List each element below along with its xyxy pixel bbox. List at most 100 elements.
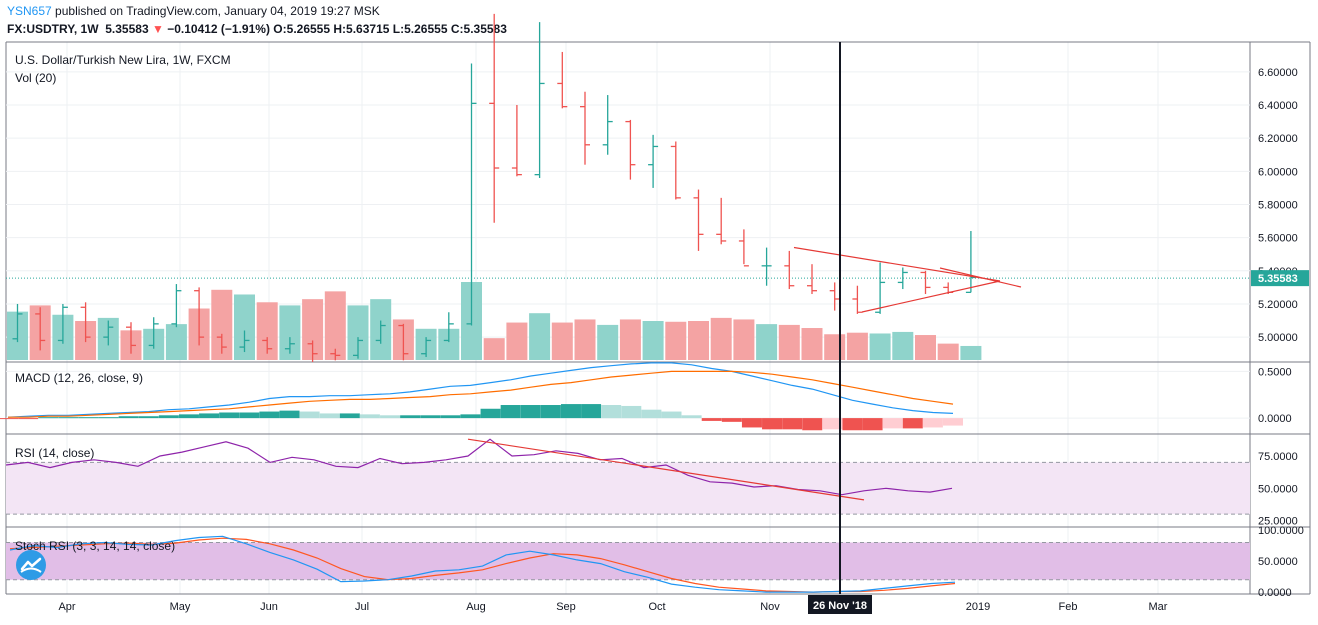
volume-bar xyxy=(733,319,755,360)
volume-bar xyxy=(869,333,891,360)
volume-bar xyxy=(279,305,301,360)
close-label: C: xyxy=(450,22,464,36)
time-tick: 2019 xyxy=(966,601,990,613)
time-tick: Jul xyxy=(355,601,369,613)
macd-histogram-bar xyxy=(621,405,642,419)
macd-histogram-bar xyxy=(500,405,521,419)
ohlc-bar xyxy=(330,348,341,361)
time-axis: Apr May Jun Jul Aug Sep Oct Nov 2019 Feb Mar xyxy=(58,601,1167,613)
time-tick: Jun xyxy=(260,601,278,613)
macd-histogram-bar xyxy=(581,404,602,419)
open-label: O: xyxy=(273,22,287,36)
volume-bar xyxy=(688,321,709,360)
ohlc-bar xyxy=(920,270,931,295)
last-price-tag-label: 5.35583 xyxy=(1258,273,1298,285)
macd-histogram-bar xyxy=(741,418,762,428)
time-tick: Nov xyxy=(760,601,780,613)
ohlc-bar xyxy=(534,22,545,178)
tradingview-logo-icon[interactable] xyxy=(16,550,46,580)
price-tick: 5.00000 xyxy=(1258,332,1298,344)
ohlc-bar xyxy=(353,337,363,359)
ohlc-bar xyxy=(216,333,227,354)
time-tick: Sep xyxy=(556,601,576,613)
macd-histogram-bar xyxy=(540,405,561,419)
candle-series xyxy=(12,13,976,362)
time-tick: May xyxy=(170,601,191,613)
stoch-tick: 50.0000 xyxy=(1258,556,1298,568)
triangle-lower-line xyxy=(861,280,1001,313)
last-price: 5.35583 xyxy=(105,22,149,36)
volume-bar xyxy=(619,319,641,360)
author-link[interactable]: YSN657 xyxy=(7,4,52,18)
ohlc-bar xyxy=(103,320,114,346)
open-value: 5.26555 xyxy=(286,22,331,36)
macd-histogram-bar xyxy=(721,418,742,422)
rsi-pane: 75.0000 50.0000 25.0000 RSI (14, close) xyxy=(5,438,1298,528)
volume-bar xyxy=(551,322,573,360)
rsi-tick: 50.0000 xyxy=(1258,483,1298,495)
volume-bar xyxy=(710,317,732,360)
price-change: −0.10412 (−1.91%) xyxy=(167,22,270,36)
ohlc-bar xyxy=(716,197,727,245)
macd-histogram-bar xyxy=(902,418,923,429)
macd-tick: 0.0000 xyxy=(1258,413,1292,425)
last-price-tag xyxy=(1251,270,1309,287)
macd-histogram-bar xyxy=(701,418,722,421)
ohlc-bar xyxy=(829,282,840,311)
ohlc-bar xyxy=(897,267,908,290)
rsi-title: RSI (14, close) xyxy=(15,446,94,460)
volume-bar xyxy=(892,331,914,360)
volume-bar xyxy=(256,302,278,360)
macd-histogram-bar xyxy=(862,418,883,431)
macd-histogram-bar xyxy=(460,414,481,419)
volume-bar xyxy=(756,324,778,360)
ohlc-bar xyxy=(421,337,432,358)
ohlc-bar xyxy=(738,229,749,267)
crosshair-date-tag xyxy=(808,595,872,614)
down-arrow-icon: ▼ xyxy=(151,22,164,36)
volume-bar xyxy=(937,343,959,360)
ohlc-bar xyxy=(443,312,454,343)
macd-histogram-bar xyxy=(158,415,179,419)
ohlc-bar xyxy=(80,302,91,343)
volume-bar xyxy=(778,324,800,360)
price-pane-title: U.S. Dollar/Turkish New Lira, 1W, FXCM xyxy=(15,53,231,67)
volume-bar xyxy=(302,299,324,360)
ohlc-bar xyxy=(580,91,590,165)
macd-histogram-bar xyxy=(822,418,843,430)
ohlc-bar xyxy=(784,250,795,290)
macd-histogram-bar xyxy=(882,418,903,429)
ohlc-bar xyxy=(965,231,976,294)
price-tick: 6.40000 xyxy=(1258,100,1298,112)
macd-tick: 0.5000 xyxy=(1258,366,1292,378)
macd-histogram-bar xyxy=(922,418,943,428)
price-pane: 6.60000 6.40000 6.20000 6.00000 5.80000 5.600… xyxy=(6,13,1309,362)
stoch-k-line xyxy=(9,535,956,593)
ohlc-bar xyxy=(126,322,136,354)
macd-histogram-bar xyxy=(802,418,823,431)
chart-header: YSN657 published on TradingView.com, Jan… xyxy=(0,0,1318,42)
ohlc-bar xyxy=(194,287,205,346)
ohlc-bar xyxy=(307,340,318,362)
ohlc-bar xyxy=(466,63,477,326)
stoch-tick: 100.0000 xyxy=(1258,525,1304,537)
ohlc-bar xyxy=(148,317,159,349)
volume-bar xyxy=(506,322,528,360)
macd-histogram-bar xyxy=(782,418,803,430)
macd-histogram-bar xyxy=(400,415,421,419)
macd-histogram-bar xyxy=(219,412,240,419)
macd-histogram-bar xyxy=(38,417,59,419)
stoch-band xyxy=(6,542,1250,580)
macd-histogram-bar xyxy=(601,405,622,419)
macd-histogram-bar xyxy=(78,417,99,419)
ohlc-bar xyxy=(625,119,636,180)
rsi-tick: 25.0000 xyxy=(1258,516,1298,528)
macd-histogram-bar xyxy=(0,418,18,420)
macd-histogram-bar xyxy=(118,416,139,419)
time-tick: Feb xyxy=(1059,601,1078,613)
volume-bar xyxy=(483,338,505,360)
macd-histogram-bar xyxy=(762,418,783,430)
macd-histogram-bar xyxy=(58,417,79,419)
ohlc-bar xyxy=(262,337,273,354)
